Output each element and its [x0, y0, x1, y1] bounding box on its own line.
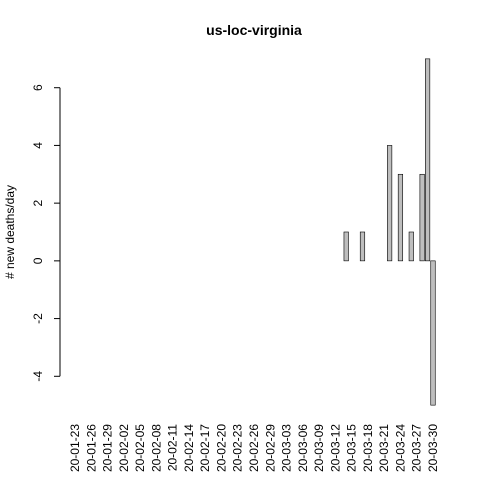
y-tick-label: 6: [31, 84, 45, 91]
x-tick-label: 20-01-26: [84, 424, 98, 472]
bar: [408, 231, 414, 262]
x-tick-label: 20-02-05: [133, 424, 147, 472]
x-tick-label: 20-03-09: [312, 424, 326, 472]
x-tick-label: 20-02-02: [117, 424, 131, 472]
y-tick-label: 4: [31, 142, 45, 149]
x-tick-label: 20-03-24: [393, 424, 407, 472]
bar: [430, 260, 436, 406]
x-tick-label: 20-01-29: [101, 424, 115, 472]
x-tick-label: 20-03-21: [377, 424, 391, 472]
y-axis-label: # new deaths/day: [3, 185, 17, 279]
y-tick-label: -2: [31, 313, 45, 324]
x-tick-label: 20-02-29: [263, 424, 277, 472]
x-tick-label: 20-03-03: [280, 424, 294, 472]
chart-title: us-loc-virginia: [206, 22, 302, 38]
x-tick-label: 20-02-11: [166, 424, 180, 471]
x-tick-label: 20-02-20: [214, 424, 228, 472]
bar: [343, 231, 349, 262]
x-tick-label: 20-03-06: [296, 424, 310, 472]
y-tick-label: 0: [31, 257, 45, 264]
x-tick-label: 20-03-15: [345, 424, 359, 472]
x-tick-label: 20-03-30: [426, 424, 440, 472]
x-tick-label: 20-01-23: [68, 424, 82, 472]
x-tick-label: 20-02-23: [231, 424, 245, 472]
x-tick-label: 20-02-08: [149, 424, 163, 472]
x-tick-label: 20-02-26: [247, 424, 261, 472]
x-tick-label: 20-03-27: [410, 424, 424, 472]
bar: [419, 173, 425, 262]
y-tick-label: 2: [31, 199, 45, 206]
bar: [425, 58, 431, 262]
x-tick-label: 20-02-14: [182, 424, 196, 472]
x-tick-label: 20-02-17: [198, 424, 212, 472]
x-tick-label: 20-03-18: [361, 424, 375, 472]
bar: [387, 145, 393, 262]
bar: [397, 173, 404, 262]
x-tick-label: 20-03-12: [328, 424, 342, 472]
bar: [359, 231, 366, 262]
y-tick-label: -4: [31, 371, 45, 382]
